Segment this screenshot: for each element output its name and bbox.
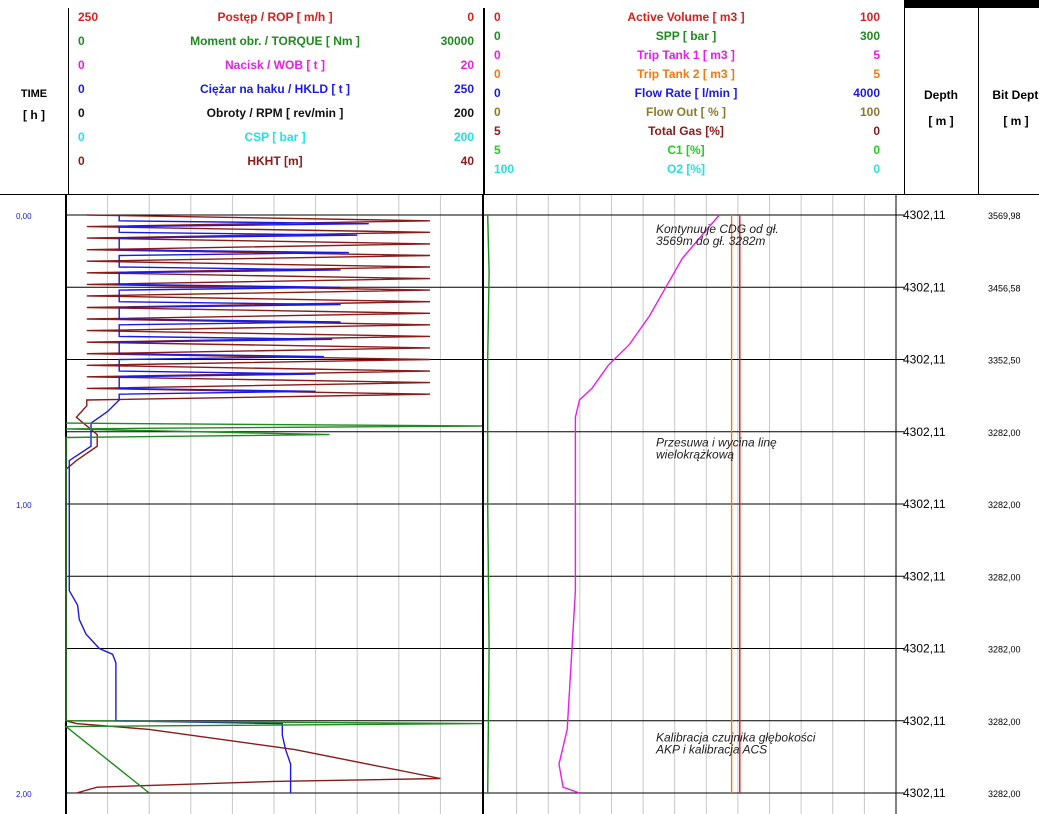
time-label: TIME <box>20 88 48 100</box>
series-line <box>558 214 720 794</box>
bit-depth-value: 3282,00 <box>988 428 1021 438</box>
depth-value: 4302,11 <box>903 353 946 367</box>
series-line <box>64 422 483 794</box>
right-max: 0 <box>873 124 880 138</box>
annotation-text: wielokrążkową <box>656 448 734 462</box>
right-min: 5 <box>494 143 501 157</box>
annotation-text: Przesuwa i wycina linę <box>656 436 777 450</box>
bitdepth-unit: [ m ] <box>1003 114 1029 128</box>
depth-value: 4302,11 <box>903 642 946 656</box>
left-min: 0 <box>78 58 85 72</box>
left-min: 0 <box>78 130 85 144</box>
bit-depth-value: 3282,00 <box>988 717 1021 727</box>
left-max: 20 <box>460 58 474 72</box>
right-max: 4000 <box>853 86 880 100</box>
right-min: 0 <box>494 48 501 62</box>
bitdepth-label: Bit Depth <box>992 88 1039 102</box>
bit-depth-value: 3282,00 <box>988 500 1021 510</box>
series-line <box>68 215 369 793</box>
right-min: 5 <box>494 124 501 138</box>
depth-unit: [ m ] <box>928 114 954 128</box>
right-max: 0 <box>873 143 880 157</box>
time-unit: [ h ] <box>23 108 45 122</box>
time-tick-label: 0,00 <box>16 212 32 221</box>
right-label: Trip Tank 1 [ m3 ] <box>637 48 735 62</box>
right-label: Active Volume [ m3 ] <box>627 10 745 24</box>
depth-value: 4302,11 <box>903 569 946 583</box>
annotation-text: 3569m do gł. 3282m <box>656 234 765 248</box>
series-line <box>487 214 490 794</box>
left-min: 0 <box>78 82 85 96</box>
right-max: 0 <box>873 162 880 176</box>
left-max: 250 <box>453 82 474 96</box>
bit-depth-value: 3282,00 <box>988 645 1021 655</box>
bit-depth-value: 3352,50 <box>988 356 1021 366</box>
right-min: 0 <box>494 29 501 43</box>
right-label: Flow Out [ % ] <box>646 105 726 119</box>
right-max: 100 <box>859 105 880 119</box>
header-divider <box>904 8 905 195</box>
left-label: Moment obr. / TORQUE [ Nm ] <box>190 34 360 48</box>
right-min: 0 <box>494 67 501 81</box>
left-label: Ciężar na haku / HKLD [ t ] <box>199 82 351 96</box>
left-min: 0 <box>78 106 85 120</box>
depth-value: 4302,11 <box>903 208 946 222</box>
header-divider <box>68 8 69 195</box>
right-min: 0 <box>494 86 501 100</box>
right-label: Total Gas [%] <box>648 124 724 138</box>
right-max: 100 <box>859 10 880 24</box>
chart-header: TIME [ h ] Depth [ m ] Bit Depth [ m ] 2… <box>0 0 1039 195</box>
bit-depth-value: 3282,00 <box>988 572 1021 582</box>
right-min: 100 <box>494 162 515 176</box>
time-log-chart: 0,00 1,00 2,00 4302,11 3569,98 4302,11 3456,58… <box>16 195 1021 814</box>
annotation-text: Kontynuuje CDG od gł. <box>656 222 779 236</box>
right-label: Trip Tank 2 [ m3 ] <box>637 67 735 81</box>
right-label: O2 [%] <box>666 162 705 176</box>
annotation-text: Kalibracja czujnika głębokości <box>656 730 816 744</box>
left-label: CSP [ bar ] <box>244 130 306 144</box>
right-max: 5 <box>873 48 880 62</box>
top-status-bar <box>904 0 1039 8</box>
depth-value: 4302,11 <box>903 280 946 294</box>
left-max: 0 <box>467 10 474 24</box>
right-min: 0 <box>494 10 501 24</box>
header-divider <box>483 8 485 195</box>
left-label: Postęp / ROP [ m/h ] <box>217 10 333 24</box>
header-divider <box>978 8 979 195</box>
depth-value: 4302,11 <box>903 786 946 800</box>
depth-label: Depth <box>924 88 958 102</box>
left-min: 250 <box>78 10 99 24</box>
left-min: 0 <box>78 34 85 48</box>
right-max: 300 <box>859 29 880 43</box>
bit-depth-value: 3456,58 <box>988 283 1021 293</box>
time-tick-label: 2,00 <box>16 790 32 799</box>
left-max: 200 <box>453 106 474 120</box>
right-label: SPP [ bar ] <box>655 29 717 43</box>
right-label: Flow Rate [ l/min ] <box>634 86 738 100</box>
depth-value: 4302,11 <box>903 425 946 439</box>
bit-depth-value: 3282,00 <box>988 789 1021 799</box>
left-label: HKHT [m] <box>247 154 303 168</box>
left-min: 0 <box>78 154 85 168</box>
annotation-text: AKP i kalibracja ACS <box>655 742 767 756</box>
left-label: Obroty / RPM [ rev/min ] <box>206 106 344 120</box>
depth-value: 4302,11 <box>903 714 946 728</box>
left-max: 200 <box>453 130 474 144</box>
right-max: 5 <box>873 67 880 81</box>
left-max: 40 <box>460 154 474 168</box>
bit-depth-value: 3569,98 <box>988 211 1021 221</box>
left-max: 30000 <box>440 34 474 48</box>
left-label: Nacisk / WOB [ t ] <box>224 58 325 72</box>
right-label: C1 [%] <box>667 143 705 157</box>
depth-value: 4302,11 <box>903 497 946 511</box>
time-tick-label: 1,00 <box>16 501 32 510</box>
header-bottom-border <box>0 194 1039 195</box>
right-min: 0 <box>494 105 501 119</box>
